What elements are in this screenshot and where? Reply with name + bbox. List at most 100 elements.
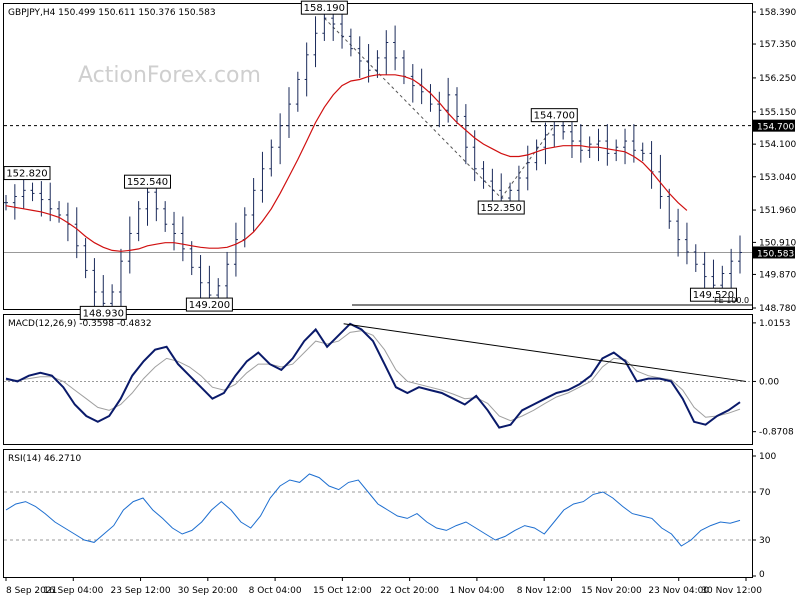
price-bar [313, 16, 318, 68]
price-panel-frame [3, 3, 753, 310]
price-bar [676, 208, 681, 257]
rsi-header: RSI(14) 46.2710 [8, 454, 81, 464]
current-price-tag-box [753, 246, 795, 259]
price-bar [410, 64, 415, 103]
fe-label: FE 100.0 [714, 296, 749, 305]
rsi-tick-label: 30 [759, 536, 771, 546]
rsi-tick-label: 0 [759, 570, 765, 580]
price-bar [543, 122, 548, 165]
price-bar [516, 165, 521, 208]
price-bar [578, 124, 583, 163]
price-bar [127, 216, 132, 274]
x-tick-label: 22 Oct 20:00 [380, 586, 439, 596]
price-bar [304, 42, 309, 97]
price-bar [39, 181, 44, 217]
price-label-box [477, 200, 525, 215]
price-bar [4, 194, 8, 211]
price-tick-label: 156.250 [759, 74, 796, 84]
price-bar [684, 222, 689, 265]
price-label-box [689, 287, 737, 302]
x-tick-label: 30 Nov 12:00 [701, 586, 762, 596]
price-bar [472, 130, 477, 182]
moving-average-line [5, 74, 688, 252]
price-label: 154.700 [534, 111, 575, 122]
price-label-box [123, 174, 171, 189]
price-bar [534, 139, 539, 171]
price-bar [623, 128, 628, 165]
x-tick-label: 8 Oct 04:00 [249, 586, 302, 596]
price-bar [295, 71, 300, 112]
price-bar [57, 201, 62, 223]
price-tick-label: 154.100 [759, 140, 796, 150]
price-label: 149.200 [189, 300, 230, 311]
price-bar [269, 139, 274, 177]
rsi-tick-label: 100 [759, 452, 776, 462]
x-tick-label: 16 Sep 04:00 [43, 586, 103, 596]
price-bar [286, 87, 291, 138]
rsi-line [5, 473, 741, 547]
price-bar [384, 30, 389, 75]
x-tick-label: 30 Sep 20:00 [178, 586, 238, 596]
price-bar [525, 145, 530, 191]
price-label-box [79, 305, 127, 320]
rsi-panel-frame [3, 449, 753, 578]
price-bar [437, 91, 442, 128]
x-tick-label: 1 Nov 04:00 [449, 586, 504, 596]
price-bar [12, 184, 17, 220]
macd-header: MACD(12,26,9) -0.3598 -0.4832 [8, 319, 152, 329]
price-bar [667, 188, 672, 229]
price-label: 152.350 [481, 203, 522, 214]
price-bar [393, 25, 398, 71]
reference-level-tag: 154.700 [757, 123, 794, 133]
price-label-box [530, 108, 578, 123]
price-bar [596, 128, 601, 162]
price-tick-label: 155.150 [759, 108, 796, 118]
price-bar [357, 36, 362, 78]
price-label-box [3, 166, 51, 181]
price-bar [455, 87, 460, 125]
price-tick-label: 151.960 [759, 206, 796, 216]
x-tick-label: 15 Oct 12:00 [313, 586, 372, 596]
price-bar [225, 251, 230, 303]
price-bar [30, 182, 35, 202]
price-bar [481, 161, 486, 189]
price-bar [569, 119, 574, 158]
projection-line [324, 17, 502, 199]
watermark: ActionForex.com [78, 63, 261, 88]
macd-trendline [343, 323, 747, 382]
price-bar [738, 235, 742, 274]
price-bar [446, 77, 451, 123]
price-bar [729, 248, 734, 291]
price-bar [189, 241, 194, 276]
price-tick-label: 150.910 [759, 238, 796, 248]
price-label: 152.820 [6, 169, 47, 180]
macd-tick-label: -0.8708 [759, 428, 794, 438]
price-tick-label: 153.040 [759, 173, 796, 183]
x-tick-label: 23 Sep 12:00 [111, 586, 171, 596]
price-bar [251, 178, 256, 232]
price-bar [180, 216, 185, 262]
price-label: 152.540 [127, 177, 168, 188]
x-tick-label: 8 Sep 2021 [6, 586, 57, 596]
price-bar [322, 10, 327, 41]
price-bar [198, 255, 203, 300]
symbol-header: GBPJPY,H4 150.499 150.611 150.376 150.58… [8, 8, 216, 18]
macd-line [5, 322, 741, 429]
macd-tick-label: 1.0153 [759, 319, 791, 329]
reference-level-tag-box [753, 119, 795, 132]
macd-signal-line [6, 330, 741, 422]
price-tick-label: 149.870 [759, 270, 796, 280]
price-bar [136, 201, 141, 242]
price-bar [74, 207, 79, 259]
x-tick-label: 23 Nov 04:00 [648, 586, 709, 596]
price-bar [233, 222, 238, 277]
price-label-box [185, 297, 233, 312]
x-tick-label: 15 Nov 20:00 [581, 586, 642, 596]
x-tick-label: 8 Nov 12:00 [517, 586, 572, 596]
price-bar [702, 251, 707, 294]
price-label-box [300, 0, 348, 15]
price-label: 149.520 [693, 290, 734, 301]
price-bar [693, 244, 698, 272]
price-tick-label: 158.390 [759, 8, 796, 18]
